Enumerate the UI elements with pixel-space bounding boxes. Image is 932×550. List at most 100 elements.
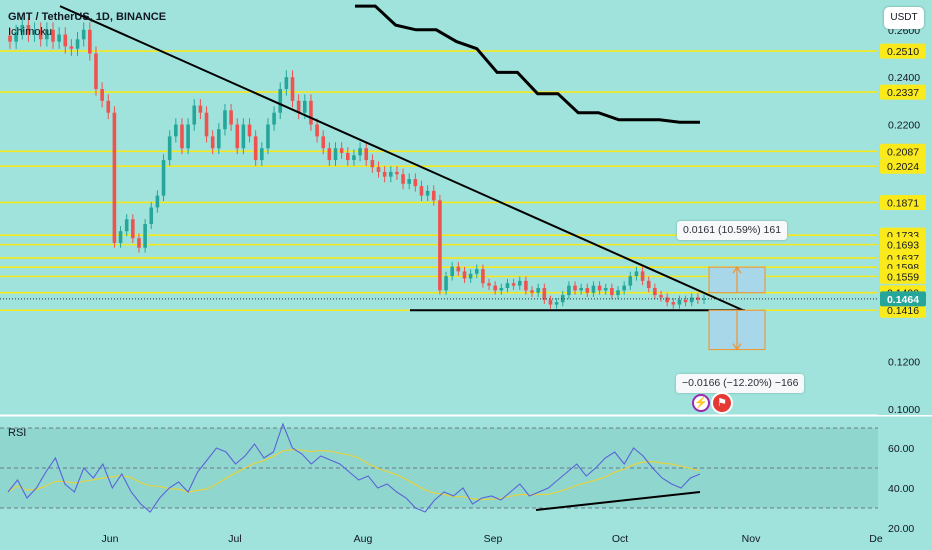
- candle-body: [51, 29, 55, 42]
- price-level-label: 0.2024: [887, 161, 919, 173]
- rsi-tick-label: 60.00: [888, 443, 914, 455]
- candle-body: [204, 112, 209, 137]
- x-tick-label: Nov: [742, 533, 761, 545]
- candle-body: [628, 276, 633, 286]
- candle-body: [499, 287, 504, 291]
- price-level-label: 0.1416: [887, 305, 919, 317]
- candle-body: [63, 34, 68, 47]
- candle-body: [388, 171, 393, 177]
- price-level-label: 0.1559: [887, 271, 919, 283]
- indicator-label[interactable]: Ichimoku: [8, 26, 53, 38]
- candle-body: [266, 124, 270, 149]
- us-flag-icon[interactable]: ⚑: [711, 392, 733, 414]
- candle-body: [284, 77, 289, 90]
- price-level-tag: [880, 84, 926, 100]
- current-price-label: 0.1464: [887, 294, 919, 306]
- candle-body: [456, 266, 461, 272]
- candle-body: [272, 112, 276, 125]
- candle-body: [124, 219, 129, 232]
- ichimoku-line: [355, 4, 700, 124]
- lightning-icon[interactable]: ⚡: [692, 394, 710, 412]
- candle-body: [591, 285, 596, 293]
- candle-body: [253, 136, 258, 161]
- candle-body: [14, 32, 18, 42]
- candle-body: [309, 100, 313, 125]
- price-level-tag: [880, 43, 926, 59]
- candle-body: [32, 29, 37, 35]
- candle-body: [401, 174, 405, 184]
- x-tick-label: Oct: [612, 533, 628, 545]
- price-level-label: 0.1693: [887, 240, 919, 252]
- candle-body: [493, 285, 497, 291]
- candle-body: [419, 186, 424, 196]
- candle-body: [487, 283, 491, 286]
- candle-body: [450, 266, 454, 277]
- candle-body: [597, 285, 602, 291]
- candle-body: [223, 110, 227, 130]
- candle-body: [610, 287, 614, 296]
- candle-body: [155, 195, 160, 208]
- candle-body: [358, 148, 362, 156]
- candle-body: [671, 302, 676, 305]
- candle-body: [302, 100, 307, 113]
- candle-body: [548, 299, 553, 305]
- measure-down-box-arrowhead: [732, 343, 742, 351]
- candle-body: [100, 89, 104, 101]
- candle-body: [106, 100, 111, 113]
- candle-body: [210, 136, 215, 149]
- rsi-tick-label: 20.00: [888, 523, 914, 535]
- rsi-line: [7, 422, 701, 513]
- candle-body: [69, 46, 74, 49]
- candle-body: [640, 271, 645, 281]
- candle-body: [296, 100, 301, 113]
- candle-body: [137, 238, 141, 248]
- candle-body: [536, 287, 540, 293]
- candle-body: [217, 129, 221, 149]
- currency-selector[interactable]: USDT: [884, 7, 924, 29]
- x-tick-label: Aug: [354, 533, 373, 545]
- candle-body: [321, 136, 326, 149]
- measure-up-label: 0.0161 (10.59%) 161: [677, 221, 788, 240]
- candle-body: [174, 124, 178, 137]
- candle-body: [444, 276, 448, 291]
- candle-body: [352, 155, 356, 161]
- price-level-label: 0.2087: [887, 146, 919, 158]
- candle-body: [474, 269, 479, 274]
- candle-body: [585, 287, 590, 293]
- candle-body: [112, 112, 117, 243]
- candle-body: [75, 39, 80, 49]
- candle-body: [634, 271, 639, 277]
- candle-body: [345, 152, 350, 161]
- candle-body: [511, 283, 516, 286]
- candle-body: [327, 148, 332, 161]
- candle-body: [167, 136, 172, 161]
- price-level-tag: [880, 268, 926, 284]
- candle-body: [339, 148, 344, 153]
- rsi-pane-label[interactable]: RSI: [8, 427, 27, 439]
- descending-trendline: [59, 5, 744, 312]
- candle-body: [278, 89, 283, 113]
- price-tick-label: 0.1200: [888, 356, 920, 368]
- price-level-tag: [880, 302, 926, 318]
- candle-body: [118, 231, 123, 243]
- candle-body: [505, 283, 510, 288]
- candle-body: [603, 287, 608, 291]
- price-level-tag: [880, 143, 926, 159]
- candle-body: [315, 124, 319, 137]
- x-tick-label: Jul: [228, 533, 241, 545]
- candle-body: [180, 124, 184, 149]
- candle-body: [161, 160, 166, 196]
- candle-body: [333, 148, 338, 161]
- candle-body: [665, 297, 669, 303]
- price-tick-label: 0.2400: [888, 72, 920, 84]
- candle-body: [229, 110, 233, 125]
- candle-body: [530, 290, 534, 293]
- candle-body: [616, 290, 620, 296]
- candle-body: [425, 190, 430, 196]
- candle-body: [370, 160, 375, 168]
- chart-title: GMT / TetherUS, 1D, BINANCE: [8, 11, 167, 23]
- candle-body: [149, 207, 154, 225]
- candle-body: [413, 179, 418, 187]
- candle-body: [57, 34, 61, 42]
